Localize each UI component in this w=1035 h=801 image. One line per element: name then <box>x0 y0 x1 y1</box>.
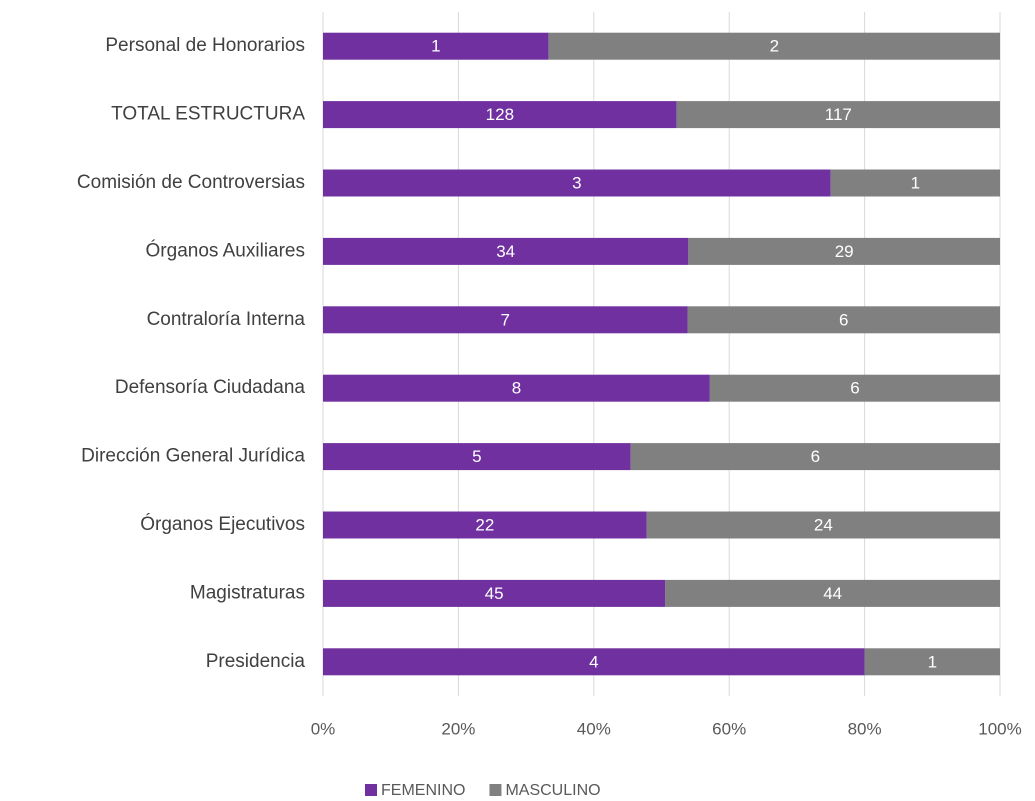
x-tick-label: 80% <box>848 719 882 738</box>
bar-segment <box>646 511 1000 539</box>
bar-segment <box>630 443 1000 471</box>
y-tick-label: Personal de Honorarios <box>105 35 305 56</box>
legend-swatch <box>489 784 502 796</box>
bar-segment <box>323 374 710 402</box>
bar-segment <box>323 443 631 471</box>
y-tick-label: Presidencia <box>206 651 306 672</box>
bar-segment <box>687 306 1000 334</box>
bar-segment <box>323 579 666 607</box>
legend-label: FEMENINO <box>381 782 465 799</box>
data-label: 2 <box>770 37 779 56</box>
data-label: 22 <box>475 515 494 534</box>
data-label: 5 <box>472 447 481 466</box>
x-tick-label: 60% <box>712 719 746 738</box>
bar-segment <box>323 511 647 539</box>
bar-segment <box>709 374 1000 402</box>
y-tick-label: Contraloría Interna <box>147 309 306 330</box>
legend-swatch <box>365 784 377 796</box>
y-tick-label: Dirección General Jurídica <box>81 446 305 467</box>
data-label: 1 <box>431 37 440 56</box>
bar-segment <box>688 237 1000 265</box>
data-label: 45 <box>485 584 504 603</box>
data-label: 3 <box>572 173 581 192</box>
data-label: 34 <box>496 242 515 261</box>
data-label: 8 <box>512 379 521 398</box>
data-label: 117 <box>825 105 852 124</box>
bar-segment <box>864 648 1000 676</box>
bar-segment <box>323 237 689 265</box>
bar-segment <box>323 101 677 129</box>
data-label: 1 <box>928 652 937 671</box>
bar-segment <box>323 306 688 334</box>
bar-segment <box>323 32 549 60</box>
bar-segment <box>323 169 831 197</box>
bar-segment <box>676 101 1000 129</box>
x-tick-label: 0% <box>311 719 336 738</box>
y-tick-label: Órganos Ejecutivos <box>140 513 305 535</box>
y-tick-label: Comisión de Controversias <box>77 172 305 193</box>
data-label: 6 <box>811 447 820 466</box>
bar-segment <box>548 32 1000 60</box>
data-label: 6 <box>850 379 859 398</box>
data-label: 6 <box>839 310 848 329</box>
y-tick-label: Órganos Auxiliares <box>146 239 305 261</box>
y-tick-label: TOTAL ESTRUCTURA <box>111 104 305 125</box>
x-tick-label: 40% <box>577 719 611 738</box>
x-tick-label: 20% <box>441 719 475 738</box>
data-label: 128 <box>486 105 514 124</box>
bar-segment <box>665 579 1000 607</box>
data-label: 29 <box>835 242 854 261</box>
bar-segment <box>323 648 865 676</box>
data-label: 7 <box>501 310 510 329</box>
y-tick-label: Magistraturas <box>190 582 305 603</box>
data-label: 44 <box>823 584 842 603</box>
data-label: 1 <box>911 173 920 192</box>
legend-label: MASCULINO <box>505 782 600 799</box>
y-tick-label: Defensoría Ciudadana <box>115 377 306 398</box>
data-label: 24 <box>814 515 833 534</box>
data-label: 4 <box>589 652 598 671</box>
bar-segment <box>830 169 1000 197</box>
x-tick-label: 100% <box>978 719 1021 738</box>
